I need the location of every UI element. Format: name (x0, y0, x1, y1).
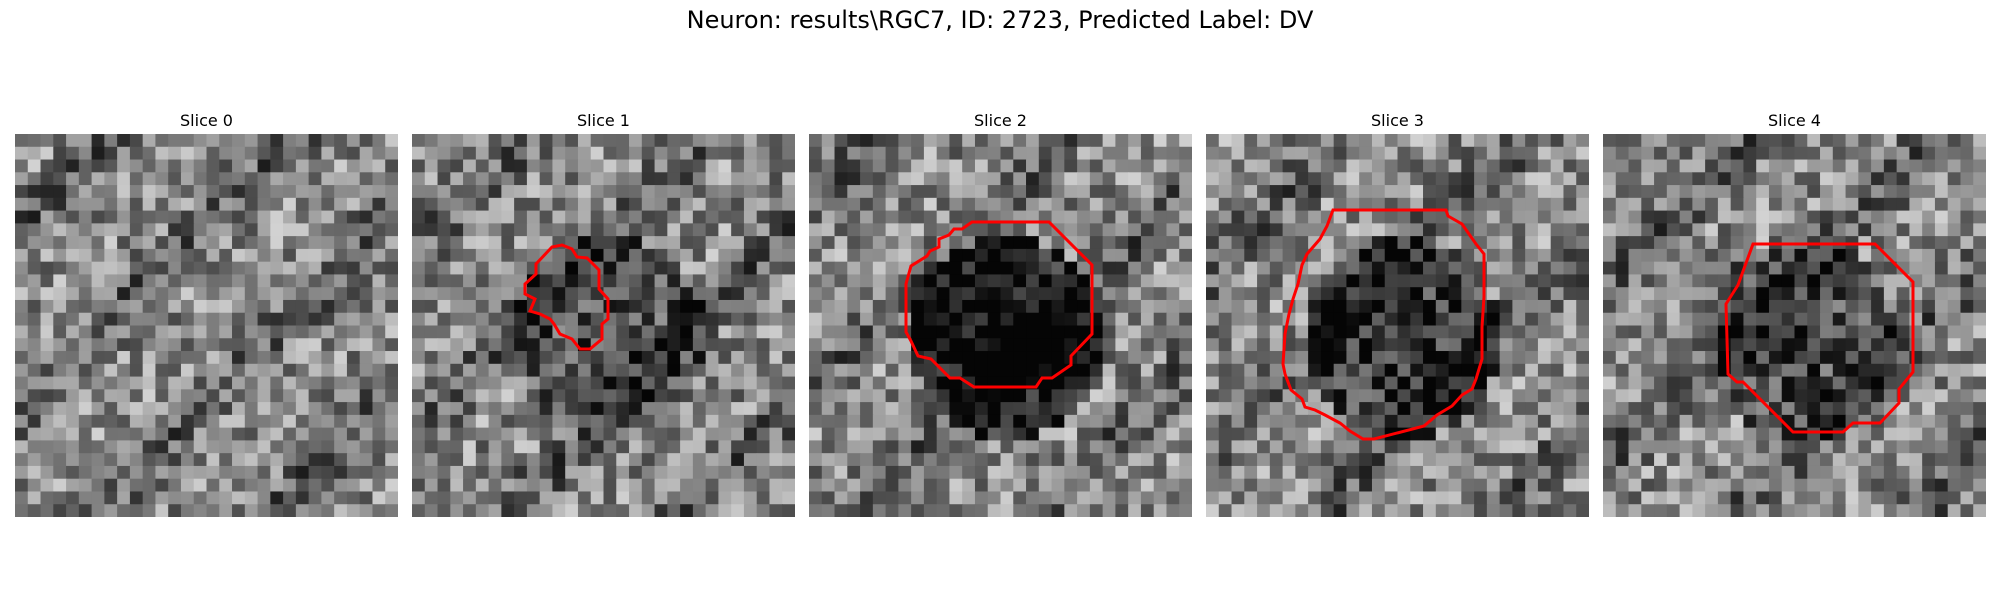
slice-title: Slice 2 (974, 111, 1027, 130)
slice-panel-1: Slice 1 (412, 110, 795, 517)
segmentation-contour (523, 243, 610, 351)
slice-image-3 (1206, 134, 1589, 517)
slice-image-0 (15, 134, 398, 517)
figure-title: Neuron: results\RGC7, ID: 2723, Predicte… (686, 6, 1314, 34)
slice-title: Slice 1 (577, 111, 630, 130)
segmentation-contour (904, 220, 1094, 389)
slice-panel-4: Slice 4 (1603, 110, 1986, 517)
slice-panel-3: Slice 3 (1206, 110, 1589, 517)
slice-image-1 (412, 134, 795, 517)
slice-panel-2: Slice 2 (809, 110, 1192, 517)
slice-panel-0: Slice 0 (15, 110, 398, 517)
slice-image-4 (1603, 134, 1986, 517)
segmentation-contour (1724, 242, 1915, 434)
slice-title: Slice 0 (180, 111, 233, 130)
slice-image-2 (809, 134, 1192, 517)
slice-title: Slice 3 (1371, 111, 1424, 130)
segmentation-contour (1281, 208, 1486, 441)
slice-title: Slice 4 (1768, 111, 1821, 130)
